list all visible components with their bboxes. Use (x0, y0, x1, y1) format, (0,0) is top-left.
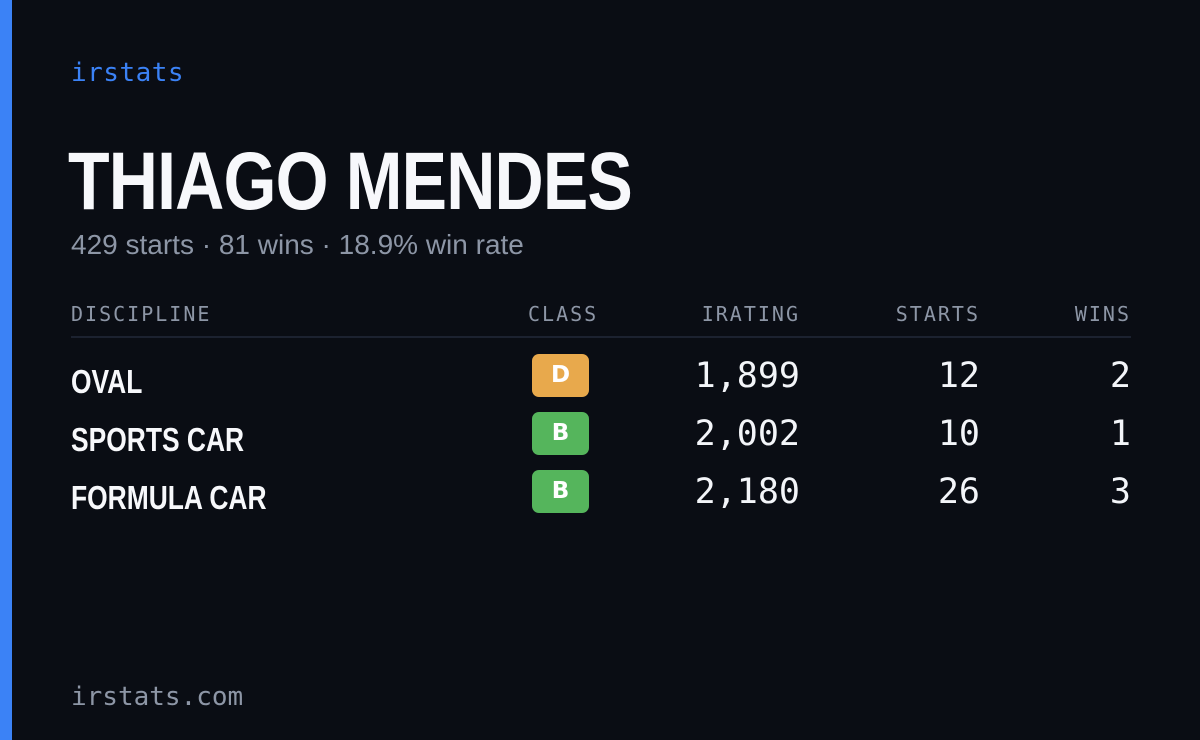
irating-value: 2,180 (694, 472, 800, 512)
table-row: SPORTS CAR B 2,002 10 1 (71, 408, 1131, 466)
discipline-name: FORMULA CAR (71, 479, 267, 516)
player-name: THIAGO MENDES (68, 136, 633, 227)
table-row: OVAL D 1,899 12 2 (71, 350, 1131, 408)
class-badge: B (532, 470, 589, 513)
table-row: FORMULA CAR B 2,180 26 3 (71, 466, 1131, 524)
header-class: CLASS (528, 302, 599, 326)
discipline-name: OVAL (71, 363, 143, 400)
discipline-name: SPORTS CAR (71, 421, 245, 458)
table-body: OVAL D 1,899 12 2 SPORTS CAR B 2,002 10 … (71, 350, 1131, 524)
header-discipline: DISCIPLINE (71, 302, 212, 326)
table-header: DISCIPLINE CLASS IRATING STARTS WINS (71, 296, 1131, 338)
player-summary: 429 starts · 81 wins · 18.9% win rate (71, 229, 524, 260)
stats-table: DISCIPLINE CLASS IRATING STARTS WINS OVA… (71, 296, 1131, 516)
footer-url[interactable]: irstats.com (71, 682, 244, 712)
header-wins: WINS (1074, 302, 1131, 326)
wins-value: 2 (1109, 356, 1131, 396)
brand-logo: irstats (71, 58, 185, 88)
wins-value: 1 (1109, 414, 1131, 454)
class-badge: D (532, 354, 589, 397)
irating-value: 1,899 (694, 356, 800, 396)
starts-value: 10 (937, 414, 980, 454)
class-badge: B (532, 412, 589, 455)
header-starts: STARTS (895, 302, 980, 326)
header-irating: IRATING (701, 302, 800, 326)
starts-value: 26 (937, 472, 980, 512)
irating-value: 2,002 (694, 414, 800, 454)
starts-value: 12 (937, 356, 980, 396)
wins-value: 3 (1109, 472, 1131, 512)
accent-bar (0, 0, 12, 740)
